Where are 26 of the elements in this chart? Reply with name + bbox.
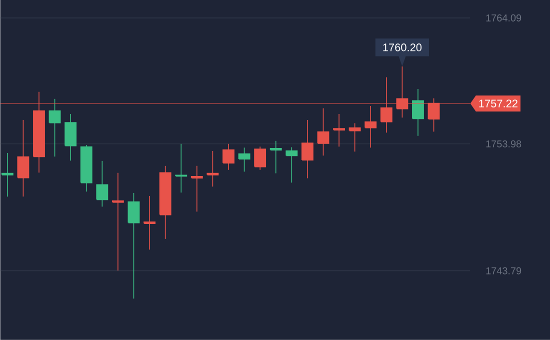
- candlestick: [317, 108, 330, 156]
- candlestick: [96, 160, 108, 208]
- y-tick-label: 1764.09: [486, 14, 522, 22]
- candlestick: [364, 106, 377, 148]
- candlestick: [1, 152, 14, 198]
- candlestick: [206, 150, 219, 188]
- candlestick: [412, 88, 424, 136]
- candlestick: [348, 122, 361, 152]
- candlestick: [112, 172, 124, 272]
- candlestick: [286, 146, 298, 184]
- candlestick: [17, 120, 30, 198]
- candlestick: [48, 98, 61, 158]
- candlestick: [301, 120, 314, 179]
- y-tick-label: 1753.98: [486, 140, 522, 148]
- candlestick: [238, 147, 250, 172]
- annotation: 1760.20: [383, 44, 422, 52]
- candlestick: [144, 196, 156, 250]
- candlestick: [270, 140, 282, 174]
- candlestick: [64, 114, 77, 162]
- candlestick: [333, 114, 345, 148]
- candlestick: [128, 192, 140, 300]
- candlestick: [190, 166, 203, 212]
- candlestick: [222, 144, 234, 170]
- y-tick-label: 1743.79: [486, 267, 522, 274]
- ref-line-label: 1757.22: [479, 100, 518, 108]
- candlestick: [254, 146, 266, 170]
